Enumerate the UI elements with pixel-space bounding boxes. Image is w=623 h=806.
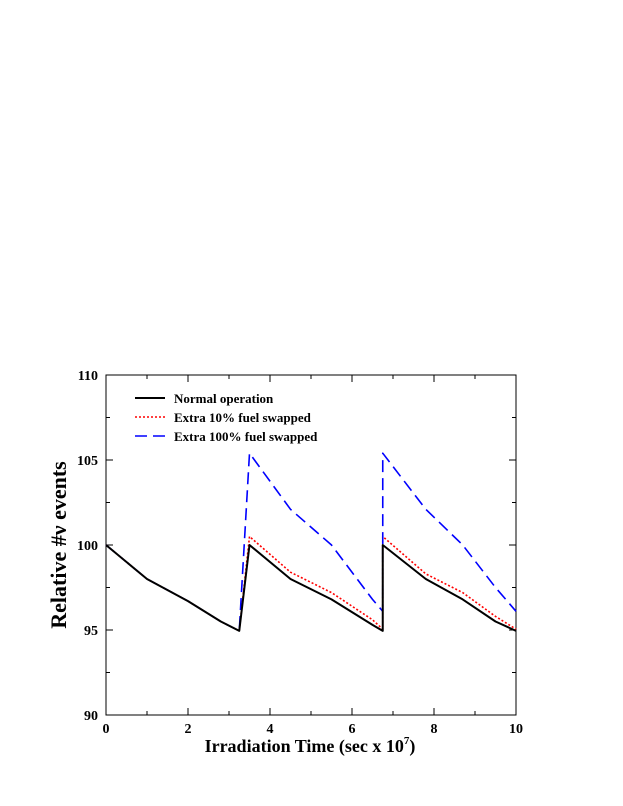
legend-label-1: Extra 10% fuel swapped — [174, 410, 312, 425]
legend-label-2: Extra 100% fuel swapped — [174, 429, 318, 444]
axis-ticks: 0 2 4 6 8 10 90 95 100 105 110 — [77, 369, 523, 737]
y-tick-label: 95 — [84, 624, 98, 639]
x-axis-title-exponent: 7 — [404, 735, 410, 747]
series-line-2 — [105, 452, 517, 632]
legend-label-0: Normal operation — [174, 391, 274, 406]
x-tick-label: 0 — [103, 722, 110, 737]
x-tick-label: 4 — [267, 722, 274, 737]
y-tick-label: 100 — [77, 539, 98, 554]
series-line-0 — [105, 544, 517, 632]
x-tick-label: 8 — [431, 722, 438, 737]
x-tick-label: 6 — [349, 722, 356, 737]
y-tick-label: 110 — [78, 369, 98, 384]
legend: Normal operation Extra 10% fuel swapped Ex… — [135, 391, 318, 444]
series-layer — [105, 452, 517, 632]
y-tick-label: 105 — [77, 454, 98, 469]
series-line-1 — [105, 535, 517, 632]
y-tick-label: 90 — [84, 709, 98, 724]
y-axis-title: Relative #ν events — [46, 461, 71, 629]
x-axis-title: Irradiation Time (sec x 107) — [205, 735, 416, 757]
x-tick-label: 2 — [185, 722, 192, 737]
x-tick-label: 10 — [509, 722, 523, 737]
plot-frame — [105, 374, 517, 716]
